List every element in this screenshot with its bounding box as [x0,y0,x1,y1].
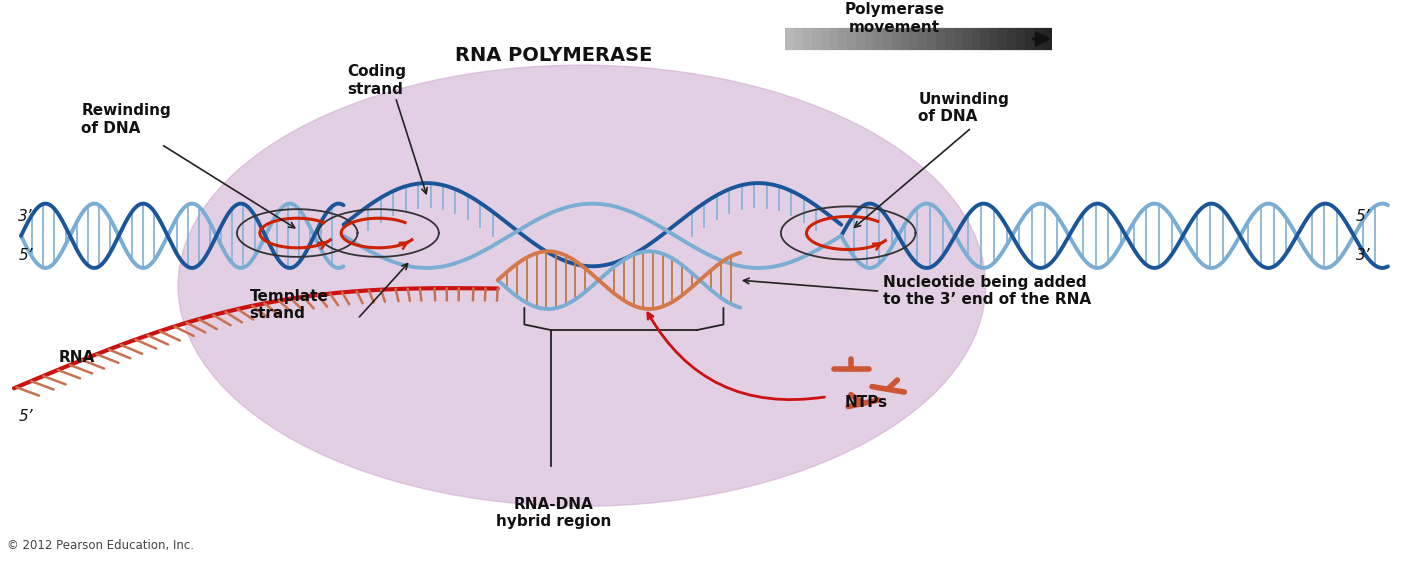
Text: Template
strand: Template strand [250,289,328,321]
Text: Rewinding
of DNA: Rewinding of DNA [81,103,171,136]
Text: RNA POLYMERASE: RNA POLYMERASE [456,46,652,65]
Text: 5’: 5’ [1356,209,1370,224]
Ellipse shape [178,65,986,506]
Text: 5’: 5’ [18,248,32,263]
Text: RNA: RNA [59,350,95,365]
Text: 3’: 3’ [18,209,32,224]
Text: Nucleotide being added
to the 3’ end of the RNA: Nucleotide being added to the 3’ end of … [883,275,1091,307]
Text: © 2012 Pearson Education, Inc.: © 2012 Pearson Education, Inc. [7,539,193,552]
Text: 5’: 5’ [18,409,32,423]
Text: Unwinding
of DNA: Unwinding of DNA [918,92,1009,124]
Text: Polymerase
movement: Polymerase movement [844,2,945,34]
Text: RNA-DNA
hybrid region: RNA-DNA hybrid region [496,497,611,529]
Text: NTPs: NTPs [845,395,887,410]
Text: Coding
strand: Coding strand [348,64,407,97]
Text: 3’: 3’ [1356,248,1370,263]
